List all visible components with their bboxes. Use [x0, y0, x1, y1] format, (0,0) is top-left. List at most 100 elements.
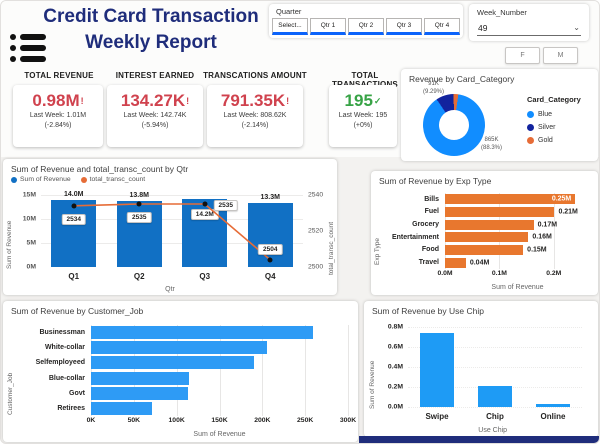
combo-xlabel: Qtr — [165, 286, 175, 293]
ytick: 0.0M — [387, 403, 403, 411]
bar-data-label: 0.04M — [469, 259, 490, 267]
gridline — [408, 327, 582, 328]
legend-label: Gold — [538, 137, 553, 144]
bar-retirees[interactable] — [91, 401, 153, 415]
bar-data-label: 0.21M — [558, 208, 578, 216]
bar-blue-collar[interactable] — [91, 371, 189, 385]
ytick-left: 0M — [26, 263, 36, 271]
gridline — [499, 193, 501, 269]
gridline — [408, 407, 582, 408]
bar-rows: Businessman White-collar Selfemployeed Blue… — [17, 325, 342, 416]
gridline — [133, 325, 135, 416]
customer-job-chart-title: Sum of Revenue by Customer_Job — [11, 306, 144, 316]
quarter-button-3[interactable]: Qtr 3 — [386, 18, 422, 35]
gridline — [91, 325, 92, 416]
use-chip-ylabel: Sum of Revenue — [369, 360, 376, 409]
bar-row: Bills 0.25M — [383, 194, 584, 205]
bar-chip[interactable] — [477, 386, 513, 407]
gridline — [176, 325, 178, 416]
bar-track — [91, 326, 342, 340]
legend-label: total_transc_count — [89, 176, 146, 183]
canvas-border-accent — [359, 436, 599, 443]
bar-row: White-collar — [17, 341, 342, 355]
use-chip-chart-title: Sum of Revenue by Use Chip — [372, 306, 484, 316]
quarter-button-2[interactable]: Qtr 2 — [348, 18, 384, 35]
customer-job-chart-panel: Sum of Revenue by Customer_Job Customer_… — [3, 301, 358, 442]
bar-row: Entertainment 0.16M — [383, 232, 584, 243]
legend-label: Blue — [538, 111, 553, 118]
kpi-value: 0.98M — [32, 91, 80, 110]
kpi-card-transactions-amount: 791.35K! Last Week: 808.62K (-2.14%) — [207, 85, 303, 147]
legend-dot-icon — [527, 124, 534, 131]
alert-icon: ! — [186, 96, 190, 106]
legend-item-blue[interactable]: Blue — [527, 108, 581, 121]
bar-data-label: 13.3M — [260, 194, 280, 202]
bar-selfemployeed[interactable] — [91, 356, 255, 370]
bar-row: Grocery 0.17M — [383, 219, 584, 230]
bar-online[interactable] — [535, 404, 571, 407]
bar-travel[interactable] — [445, 257, 466, 268]
legend-item-gold[interactable]: Gold — [527, 134, 581, 147]
kpi-card-interest-earned: 134.27K! Last Week: 142.74K (-5.94%) — [107, 85, 203, 147]
week-number-dropdown[interactable]: 49 ⌄ — [477, 23, 581, 36]
x-category-label: Chip — [486, 412, 504, 421]
gridline — [41, 195, 303, 196]
bar-food[interactable] — [445, 244, 524, 255]
x-category-label: Q2 — [133, 272, 145, 281]
donut-legend-title: Card_Category — [527, 95, 581, 104]
line-marker[interactable] — [136, 201, 142, 207]
kpi-delta: (+0%) — [353, 121, 373, 129]
category-label: Grocery — [412, 221, 439, 229]
gridline — [219, 325, 221, 416]
combo-legend-item[interactable]: Sum of Revenue — [11, 176, 71, 183]
bar-bills[interactable]: 0.25M — [445, 194, 576, 205]
page-title: Credit Card Transaction Weekly Report — [31, 4, 271, 56]
exp-type-chart-panel: Sum of Revenue by Exp Type Exp Type Bill… — [371, 171, 598, 295]
quarter-buttons: Select... Qtr 1 Qtr 2 Qtr 3 Qtr 4 — [272, 18, 460, 35]
gender-button-f[interactable]: F — [505, 47, 540, 64]
category-label: Bills — [424, 195, 439, 203]
bar-q4[interactable] — [247, 203, 293, 267]
combo-ylabel-left: Sum of Revenue — [6, 220, 13, 269]
alert-icon: ! — [80, 96, 84, 106]
xtick: 100K — [168, 417, 185, 424]
line-marker[interactable] — [71, 203, 77, 209]
bar-white-collar[interactable] — [91, 341, 267, 355]
kpi-lastweek: Last Week: 1.01M — [29, 112, 87, 119]
bar-businessman[interactable] — [91, 326, 313, 340]
donut-chart-panel: Revenue by Card_Category 91K (9.29%) 865… — [401, 69, 598, 161]
chevron-down-icon: ⌄ — [573, 23, 580, 32]
gridline — [348, 325, 349, 416]
x-axis-ticks: 0K 50K 100K 150K 200K 250K 300K — [87, 417, 356, 427]
ytick-right: 2540 — [308, 191, 324, 199]
bar-swipe[interactable] — [419, 333, 455, 407]
donut-label-blue: 865K (88.3%) — [481, 137, 503, 151]
quarter-button-1[interactable]: Qtr 1 — [310, 18, 346, 35]
category-label: Selfemployeed — [35, 359, 85, 367]
bar-q2[interactable] — [116, 200, 162, 267]
menu-icon[interactable] — [10, 34, 46, 62]
line-marker[interactable] — [267, 257, 273, 263]
quarter-button-4[interactable]: Qtr 4 — [424, 18, 460, 35]
week-number-slicer: Week_Number 49 ⌄ — [469, 4, 589, 41]
bar-row: Selfemployeed — [17, 356, 342, 370]
category-label: Food — [421, 246, 439, 254]
bar-fuel[interactable] — [445, 206, 555, 217]
combo-legend-item[interactable]: total_transc_count — [80, 176, 146, 183]
bar-entertainment[interactable] — [445, 232, 529, 243]
kpi-value: 134.27K — [120, 91, 186, 110]
legend-item-silver[interactable]: Silver — [527, 121, 581, 134]
bar-row: Food 0.15M — [383, 244, 584, 255]
x-category-label: Q4 — [264, 272, 276, 281]
bar-track — [91, 386, 342, 400]
gender-button-m[interactable]: M — [543, 47, 578, 64]
customer-job-ylabel: Customer_Job — [7, 372, 14, 415]
gridline — [445, 193, 446, 269]
gridline — [305, 325, 307, 416]
line-marker[interactable] — [202, 201, 208, 207]
combo-plot: 14.0M Q1 13.8M Q2 14.2M Q3 13.3M Q4 2534 2535 2535… — [23, 191, 323, 281]
bar-govt[interactable] — [91, 386, 189, 400]
quarter-dropdown[interactable]: Select... — [272, 18, 308, 35]
bar-q1[interactable] — [51, 199, 96, 267]
bar-grocery[interactable] — [445, 219, 534, 230]
